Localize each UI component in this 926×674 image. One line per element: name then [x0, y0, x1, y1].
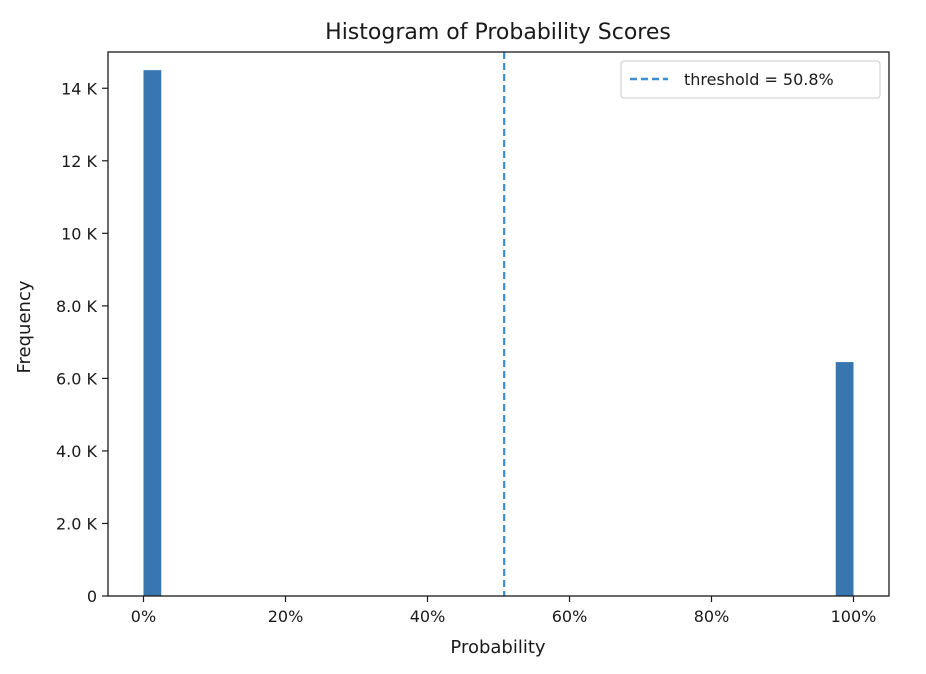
histogram-bar-0 — [143, 70, 162, 597]
x-axis-label: Probability — [450, 637, 545, 658]
x-axis-ticks: 0% 20% 40% 60% 80% 100% — [131, 596, 877, 626]
y-tick-label-3: 6.0 K — [56, 369, 98, 388]
y-tick-label-1: 2.0 K — [56, 514, 98, 533]
y-tick-label-7: 14 K — [61, 79, 97, 98]
legend-threshold-label: threshold = 50.8% — [684, 70, 834, 89]
x-tick-label-4: 80% — [694, 607, 730, 626]
x-tick-label-2: 40% — [410, 607, 446, 626]
x-tick-label-5: 100% — [831, 607, 877, 626]
legend-box — [620, 60, 881, 99]
y-axis-ticks: 0 2.0 K 4.0 K 6.0 K 8.0 K 10 K 12 K 14 K — [56, 79, 108, 606]
y-axis-label: Frequency — [14, 280, 35, 373]
x-tick-label-1: 20% — [268, 607, 304, 626]
y-tick-label-6: 12 K — [61, 152, 97, 171]
plot-frame — [107, 51, 890, 597]
y-tick-label-0: 0 — [87, 587, 97, 606]
y-tick-label-4: 8.0 K — [56, 297, 98, 316]
y-tick-label-5: 10 K — [61, 224, 97, 243]
y-tick-label-2: 4.0 K — [56, 442, 98, 461]
legend: threshold = 50.8% — [620, 60, 881, 99]
x-tick-label-0: 0% — [131, 607, 156, 626]
chart-title: Histogram of Probability Scores — [325, 20, 671, 45]
histogram-bar-1 — [835, 362, 854, 596]
bars-group — [143, 70, 854, 597]
x-tick-label-3: 60% — [552, 607, 588, 626]
